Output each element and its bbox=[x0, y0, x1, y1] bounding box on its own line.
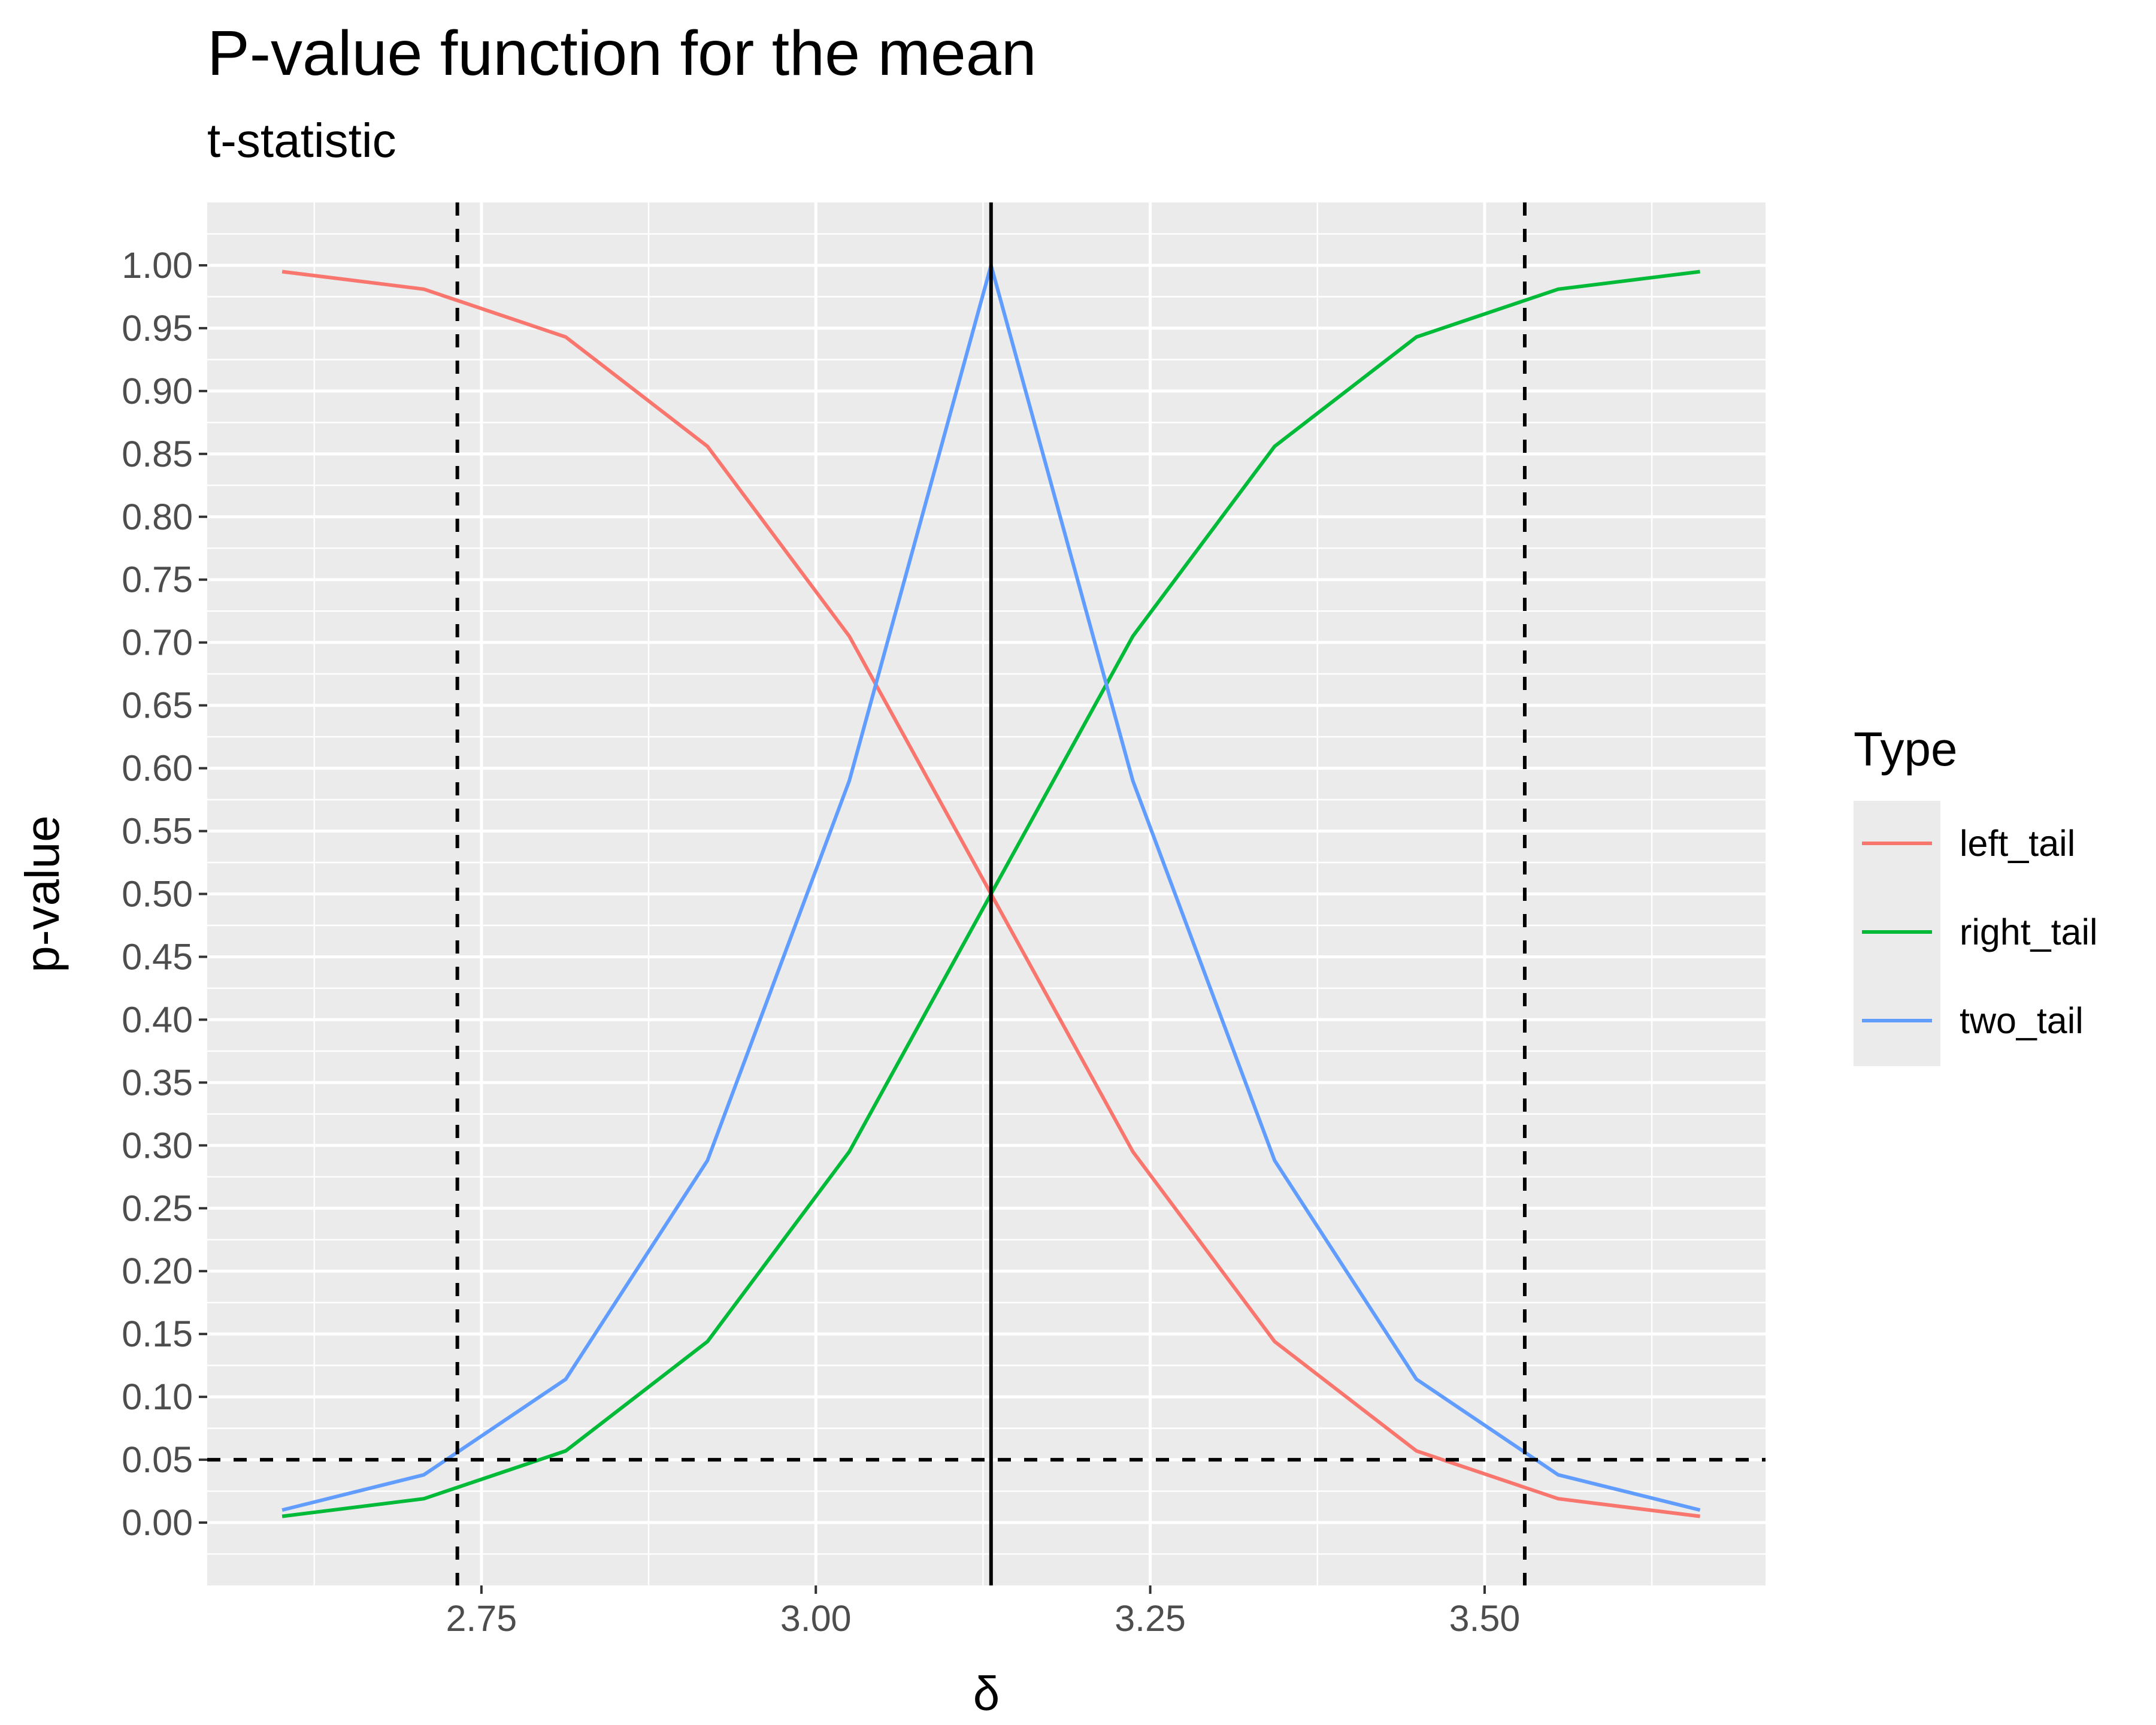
y-tick-label: 0.05 bbox=[122, 1439, 193, 1480]
x-tick-label: 3.25 bbox=[1115, 1598, 1186, 1639]
reference-lines bbox=[207, 202, 1766, 1585]
y-tick-label: 0.95 bbox=[122, 308, 193, 349]
y-tick-label: 0.45 bbox=[122, 936, 193, 977]
y-tick-label: 0.80 bbox=[122, 497, 193, 537]
y-tick-label: 0.55 bbox=[122, 811, 193, 852]
legend-label-left-tail: left_tail bbox=[1960, 823, 2075, 864]
y-tick-label: 0.85 bbox=[122, 434, 193, 474]
chart-subtitle: t-statistic bbox=[207, 114, 396, 167]
legend-items: left_tail right_tail two_tail bbox=[1862, 823, 2098, 1041]
y-tick-label: 0.25 bbox=[122, 1188, 193, 1228]
y-tick-label: 0.70 bbox=[122, 622, 193, 663]
y-tick-label: 0.40 bbox=[122, 999, 193, 1040]
y-tick-label: 0.10 bbox=[122, 1376, 193, 1417]
y-tick-label: 0.15 bbox=[122, 1314, 193, 1354]
x-tick-label: 3.50 bbox=[1449, 1598, 1521, 1639]
y-tick-label: 0.90 bbox=[122, 371, 193, 411]
chart-title: P-value function for the mean bbox=[207, 18, 1037, 89]
y-tick-label: 0.20 bbox=[122, 1251, 193, 1291]
y-tick-label: 0.75 bbox=[122, 559, 193, 600]
legend: Type left_tail right_tail two_tail bbox=[1854, 722, 2098, 1066]
y-axis: 0.00 0.05 0.10 0.15 0.20 0.25 0.30 0.35 0.40 0.45… bbox=[122, 245, 207, 1543]
legend-label-right-tail: right_tail bbox=[1960, 912, 2098, 952]
x-tick-label: 2.75 bbox=[446, 1598, 517, 1639]
x-axis: 2.75 3.00 3.25 3.50 bbox=[446, 1585, 1520, 1639]
x-axis-title: δ bbox=[973, 1667, 1000, 1720]
legend-title: Type bbox=[1854, 722, 1957, 776]
y-tick-label: 0.35 bbox=[122, 1062, 193, 1103]
y-tick-label: 0.50 bbox=[122, 874, 193, 915]
y-tick-label: 1.00 bbox=[122, 245, 193, 286]
x-tick-label: 3.00 bbox=[780, 1598, 852, 1639]
y-tick-label: 0.60 bbox=[122, 748, 193, 789]
y-tick-label: 0.00 bbox=[122, 1502, 193, 1543]
major-gridlines bbox=[207, 202, 1766, 1585]
y-axis-title: p-value bbox=[16, 815, 69, 972]
y-tick-label: 0.65 bbox=[122, 685, 193, 726]
y-tick-label: 0.30 bbox=[122, 1125, 193, 1166]
legend-label-two-tail: two_tail bbox=[1960, 1000, 2084, 1041]
